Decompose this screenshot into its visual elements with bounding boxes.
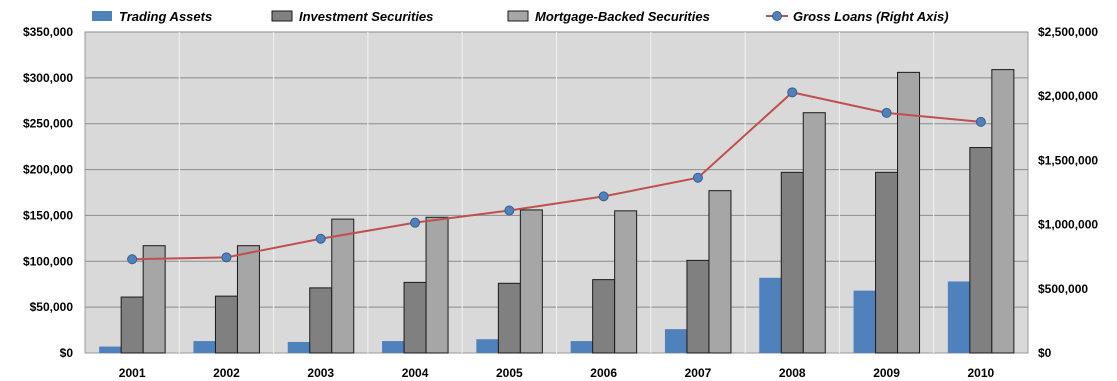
line-series — [127, 87, 986, 265]
bar-investment-securities — [592, 279, 616, 354]
bar-mortgage-backed-securities — [802, 112, 826, 354]
y-right-tick-label: $1,500,000 — [1038, 153, 1098, 167]
bar-trading-assets — [853, 290, 876, 353]
x-tick-label: 2010 — [967, 366, 994, 380]
bar-investment-securities — [497, 282, 521, 354]
y-right-tick-label: $1,000,000 — [1038, 218, 1098, 232]
bar-trading-assets — [947, 281, 970, 353]
legend-swatch-marker — [772, 11, 782, 21]
x-tick-label: 2003 — [307, 366, 334, 380]
gross-loans-point — [881, 107, 892, 118]
x-tick-label: 2004 — [402, 366, 429, 380]
gross-loans-point — [692, 172, 703, 183]
bar-trading-assets — [99, 346, 122, 353]
bar-investment-securities — [969, 147, 993, 354]
gross-loans-point — [127, 254, 138, 265]
bar-trading-assets — [476, 339, 499, 353]
bar-investment-securities — [309, 287, 333, 354]
gross-loans-point — [410, 217, 421, 228]
bar-trading-assets — [193, 341, 216, 353]
bar-trading-assets — [382, 341, 405, 353]
legend-label: Investment Securities — [299, 9, 433, 24]
gross-loans-point — [504, 205, 515, 216]
y-left-tick-label: $50,000 — [30, 300, 74, 314]
y-left-tick-label: $300,000 — [23, 71, 73, 85]
bar-mortgage-backed-securities — [708, 190, 732, 354]
legend-swatch — [92, 11, 112, 21]
bar-trading-assets — [664, 329, 687, 353]
y-left-tick-label: $250,000 — [23, 117, 73, 131]
x-tick-label: 2009 — [873, 366, 900, 380]
legend-label: Trading Assets — [119, 9, 212, 24]
legend: Trading Assets Investment Securities Mortg… — [92, 9, 949, 24]
y-left-tick-label: $350,000 — [23, 25, 73, 39]
y-left-tick-label: $150,000 — [23, 208, 73, 222]
bar-investment-securities — [875, 171, 899, 354]
bars — [99, 69, 1015, 354]
y-right-tick-label: $500,000 — [1038, 282, 1088, 296]
x-tick-label: 2005 — [496, 366, 523, 380]
bar-trading-assets — [570, 341, 593, 353]
gross-loans-line — [132, 91, 981, 261]
y-right-tick-label: $0 — [1038, 346, 1052, 360]
bar-investment-securities — [214, 295, 238, 354]
y-right-tick-label: $2,500,000 — [1038, 25, 1098, 39]
x-tick-label: 2006 — [590, 366, 617, 380]
bar-investment-securities — [686, 259, 710, 354]
x-tick-label: 2002 — [213, 366, 240, 380]
bar-investment-securities — [403, 281, 427, 354]
y-left-tick-label: $200,000 — [23, 163, 73, 177]
bar-mortgage-backed-securities — [142, 245, 166, 354]
bar-mortgage-backed-securities — [519, 209, 543, 354]
x-tick-label: 2001 — [119, 366, 146, 380]
gross-loans-point — [315, 233, 326, 244]
bar-mortgage-backed-securities — [331, 218, 355, 354]
legend-swatch — [271, 10, 293, 22]
legend-label: Gross Loans (Right Axis) — [793, 9, 949, 24]
bar-trading-assets — [759, 277, 782, 353]
axes: $0 $50,000 $100,000 $150,000 $200,000 $250,00… — [23, 25, 1098, 380]
bar-mortgage-backed-securities — [897, 71, 921, 354]
gross-loans-point — [975, 116, 986, 127]
y-left-tick-label: $100,000 — [23, 254, 73, 268]
gross-loans-point — [598, 191, 609, 202]
gross-loans-point — [221, 252, 232, 263]
gross-loans-point — [787, 87, 798, 98]
bar-mortgage-backed-securities — [425, 216, 449, 354]
y-left-tick-label: $0 — [60, 346, 74, 360]
y-right-tick-label: $2,000,000 — [1038, 89, 1098, 103]
bar-trading-assets — [287, 341, 310, 353]
bar-mortgage-backed-securities — [614, 210, 638, 354]
x-tick-label: 2007 — [685, 366, 712, 380]
bar-investment-securities — [120, 296, 144, 354]
bar-mortgage-backed-securities — [991, 69, 1015, 354]
bar-mortgage-backed-securities — [236, 245, 260, 354]
legend-label: Mortgage-Backed Securities — [535, 9, 710, 24]
legend-swatch — [507, 10, 529, 22]
bar-investment-securities — [780, 171, 804, 354]
x-tick-label: 2008 — [779, 366, 806, 380]
